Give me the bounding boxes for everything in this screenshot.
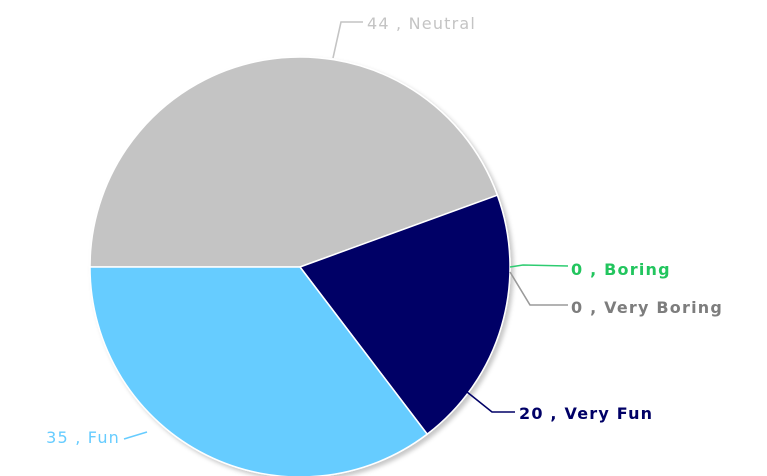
pie-slice-fun — [89, 266, 429, 476]
slice-label-fun: 35 , Fun — [46, 428, 120, 447]
leader-line-fun — [123, 431, 148, 440]
slice-label-very-fun: 20 , Very Fun — [519, 404, 653, 423]
slice-labels: 44 , Neutral 0 , Boring 0 , Very Boring 20 … — [46, 14, 723, 447]
leader-line-boring — [509, 264, 569, 268]
leader-lines — [123, 21, 569, 440]
pie-slice-very-fun — [298, 194, 511, 436]
leader-line-very-boring — [509, 271, 568, 306]
leader-line-very-fun — [461, 387, 515, 413]
slice-label-boring: 0 , Boring — [571, 260, 671, 279]
slice-label-very-boring: 0 , Very Boring — [571, 298, 723, 317]
pie-slice-neutral — [89, 56, 499, 268]
pie-slices — [89, 56, 511, 476]
leader-line-neutral — [332, 21, 363, 59]
slice-label-neutral: 44 , Neutral — [367, 14, 476, 33]
